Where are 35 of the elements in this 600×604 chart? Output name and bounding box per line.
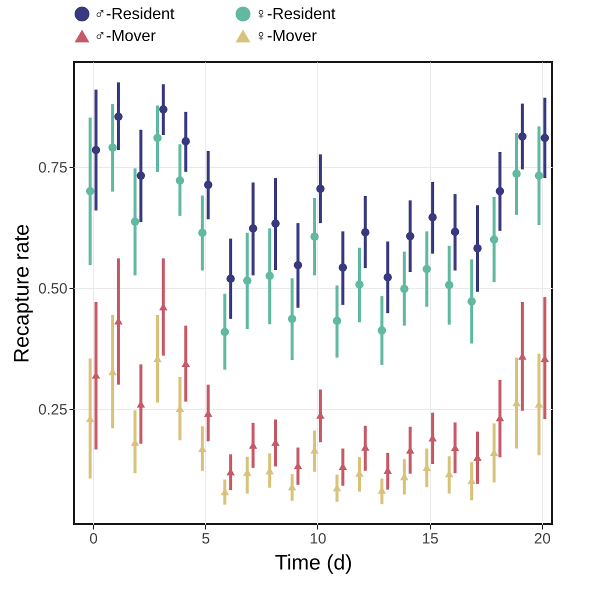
x-tick-label: 10 <box>310 530 326 548</box>
legend-label: ♂-Resident <box>94 6 176 23</box>
point <box>512 170 521 178</box>
legend-label: ♂-Mover <box>94 28 156 45</box>
point <box>198 228 207 237</box>
point <box>266 272 274 280</box>
x-tick-label: 0 <box>89 530 98 548</box>
x-tick-label: 20 <box>534 530 551 548</box>
point <box>310 232 319 241</box>
point <box>400 284 409 294</box>
point <box>445 280 454 290</box>
point <box>130 217 140 226</box>
x-tick-label: 15 <box>422 530 439 548</box>
y-tick-label: 0.50 <box>38 280 68 298</box>
legend-label: ♀-Resident <box>255 6 336 23</box>
x-tick-label: 5 <box>202 530 210 548</box>
point <box>422 264 431 274</box>
y-tick-label: 0.25 <box>38 401 68 418</box>
point <box>86 186 94 196</box>
point <box>243 276 252 285</box>
point <box>378 326 386 335</box>
point <box>220 328 229 336</box>
point <box>288 314 296 324</box>
y-axis-title: Recapture rate <box>10 224 34 363</box>
point <box>108 143 117 152</box>
point <box>467 297 476 306</box>
x-axis-title: Time (d) <box>274 552 352 574</box>
y-tick-label: 0.75 <box>38 159 68 176</box>
point <box>332 316 342 325</box>
point <box>355 280 364 289</box>
point <box>176 176 184 185</box>
point <box>153 134 162 142</box>
point <box>490 235 498 244</box>
point <box>534 172 544 180</box>
legend-label: ♀-Mover <box>255 28 318 45</box>
